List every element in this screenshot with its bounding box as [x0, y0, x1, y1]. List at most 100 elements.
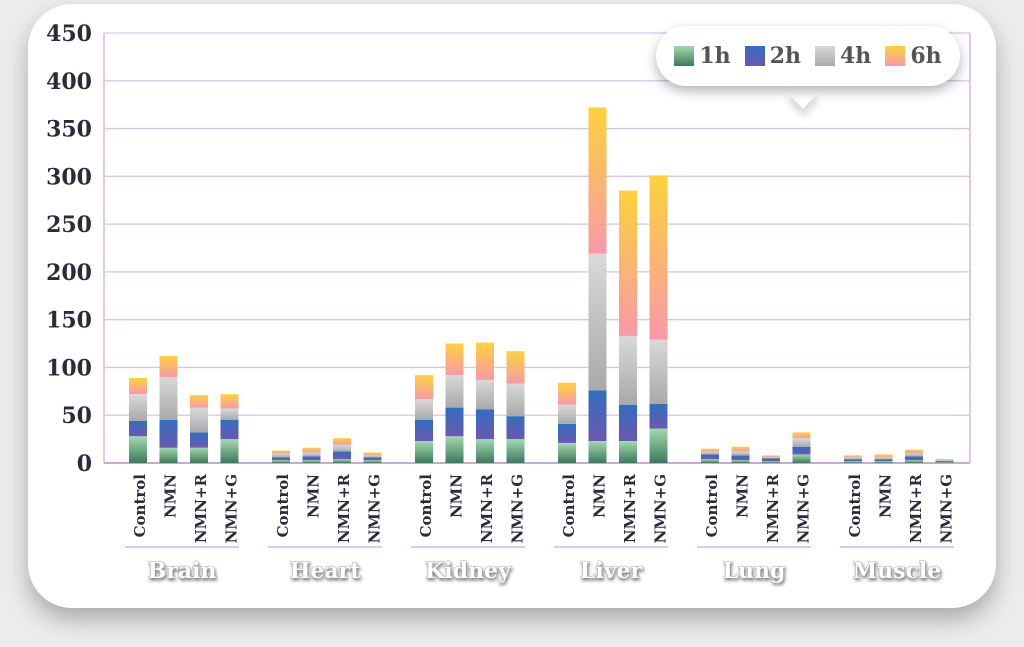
- bar-segment-1h: [190, 447, 208, 463]
- x-tick-label: Control: [131, 474, 149, 538]
- bar-segment-4h: [159, 377, 178, 420]
- bar-segment-4h: [415, 398, 433, 420]
- group-label: Lung: [723, 558, 786, 584]
- x-tick-label: Control: [560, 474, 578, 538]
- group-label: Muscle: [853, 558, 941, 584]
- bar-segment-6h: [363, 452, 382, 456]
- bar-segment-2h: [476, 409, 494, 440]
- bar-segment-4h: [701, 451, 719, 455]
- bar-segment-4h: [905, 453, 923, 457]
- y-tick-label: 300: [46, 164, 92, 190]
- bar-segment-2h: [220, 420, 239, 440]
- bar-segment-1h: [363, 460, 382, 463]
- bar-segment-2h: [701, 454, 719, 460]
- bar-segment-6h: [558, 382, 576, 405]
- bar-segment-6h: [762, 455, 780, 458]
- bar-segment-6h: [935, 459, 954, 461]
- bar-segment-1h: [905, 460, 923, 463]
- bar-segment-1h: [506, 439, 525, 463]
- x-tick-label: NMN+G: [795, 474, 813, 543]
- bar-segment-6h: [129, 377, 147, 395]
- y-tick-label: 350: [46, 117, 92, 143]
- y-tick-label: 200: [46, 260, 92, 286]
- bar-segment-6h: [302, 447, 321, 453]
- bar-segment-1h: [762, 461, 780, 463]
- bar-segment-1h: [792, 454, 811, 463]
- bars: [129, 107, 954, 463]
- x-axis-group-labels: Brain Heart Kidney Liver Lung Muscle: [125, 546, 954, 584]
- x-tick-label: Control: [274, 474, 292, 538]
- chart-card: [28, 4, 996, 608]
- bar-segment-6h: [588, 107, 607, 254]
- x-tick-label: NMN: [591, 474, 609, 518]
- legend-item-1h: 1h: [674, 43, 731, 69]
- y-tick-label: 400: [46, 69, 92, 95]
- bar-segment-2h: [844, 459, 862, 462]
- x-tick-label: NMN+G: [223, 474, 241, 543]
- x-tick-label: Control: [703, 474, 721, 538]
- bar-segment-2h: [190, 432, 208, 448]
- bar-segment-4h: [445, 375, 464, 408]
- bar-segment-4h: [129, 394, 147, 421]
- bar-segment-2h: [333, 451, 351, 460]
- legend-item-6h: 6h: [885, 43, 942, 69]
- x-tick-label: Control: [417, 474, 435, 538]
- x-tick-label: NMN: [734, 474, 752, 518]
- bar-segment-4h: [363, 455, 382, 458]
- x-tick-label: NMN+R: [192, 473, 210, 543]
- x-tick-label: Control: [846, 474, 864, 538]
- bar-segment-2h: [731, 455, 750, 461]
- bar-segment-4h: [935, 460, 954, 462]
- legend-swatch: [815, 46, 835, 66]
- bar-segment-1h: [159, 447, 178, 463]
- x-tick-label: NMN: [162, 474, 180, 518]
- bar-segment-2h: [619, 404, 637, 442]
- bar-segment-4h: [874, 457, 893, 460]
- bar-segment-6h: [701, 448, 719, 452]
- legend-swatch: [744, 46, 765, 66]
- bar-segment-1h: [302, 460, 321, 463]
- legend-item-2h: 2h: [744, 43, 801, 69]
- bar-segment-1h: [619, 441, 637, 463]
- bar-segment-6h: [874, 454, 893, 458]
- y-tick-label: 100: [46, 355, 92, 381]
- bar-segment-4h: [506, 383, 525, 417]
- bar-segment-1h: [558, 442, 576, 463]
- bar-segment-6h: [649, 175, 668, 340]
- bar-segment-1h: [935, 462, 954, 463]
- bar-segment-1h: [874, 461, 893, 463]
- bar-segment-6h: [333, 438, 351, 445]
- y-axis-ticks: 0 50 100 150 200 250 300 350 400 450: [46, 21, 92, 477]
- group-label: Kidney: [425, 558, 512, 584]
- bar-segment-6h: [272, 450, 290, 454]
- bar-segment-1h: [333, 459, 351, 463]
- bar-segment-4h: [731, 451, 750, 456]
- bar-segment-4h: [649, 339, 668, 404]
- bar-segment-6h: [220, 394, 239, 409]
- bar-segment-1h: [844, 461, 862, 463]
- bar-segment-4h: [792, 438, 811, 447]
- x-tick-label: NMN+G: [652, 474, 670, 543]
- bar-segment-6h: [445, 343, 464, 376]
- bar-segment-4h: [588, 253, 607, 391]
- bar-segment-4h: [272, 453, 290, 458]
- y-tick-label: 250: [46, 212, 92, 238]
- bar-segment-1h: [129, 436, 147, 463]
- bar-segment-2h: [905, 456, 923, 461]
- bar-segment-1h: [731, 460, 750, 463]
- bar-segment-4h: [476, 379, 494, 410]
- y-tick-label: 50: [61, 403, 92, 429]
- bar-segment-2h: [762, 458, 780, 462]
- legend-label: 4h: [840, 43, 872, 69]
- bar-segment-1h: [445, 436, 464, 463]
- legend-item-4h: 4h: [815, 43, 871, 69]
- bar-segment-4h: [220, 408, 239, 420]
- x-tick-label: NMN+G: [509, 474, 527, 543]
- x-tick-label: NMN+R: [621, 473, 639, 543]
- bar-segment-2h: [649, 403, 668, 429]
- bar-segment-6h: [415, 375, 433, 399]
- bar-segment-6h: [731, 446, 750, 452]
- bar-segment-2h: [558, 423, 576, 443]
- bar-segment-4h: [558, 404, 576, 424]
- x-tick-label: NMN+G: [938, 474, 956, 543]
